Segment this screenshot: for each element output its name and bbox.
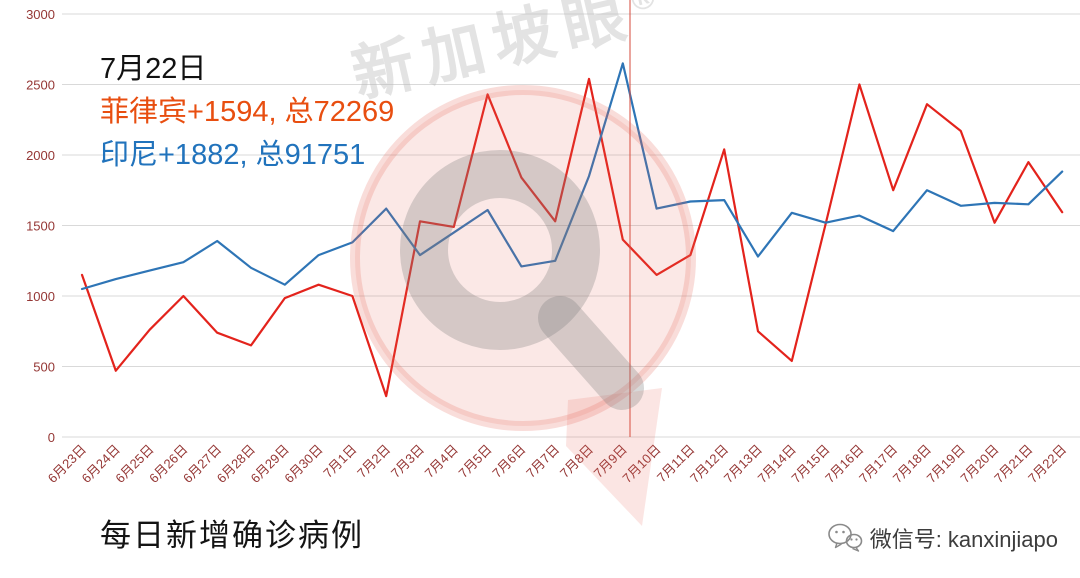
- wechat-info: 微信号: kanxinjiapo: [827, 522, 1058, 554]
- x-tick-label: 7月6日: [489, 442, 528, 481]
- annotation-date: 7月22日: [100, 53, 207, 85]
- y-tick-label: 3000: [26, 7, 55, 22]
- chart-annotation: 7月22日 菲律宾+1594, 总72269 印尼+1882, 总91751: [100, 48, 394, 177]
- y-tick-label: 2000: [26, 148, 55, 163]
- wechat-id: 微信号: kanxinjiapo: [869, 527, 1058, 552]
- x-tick-label: 7月7日: [523, 442, 562, 481]
- series-line-indonesia: [80, 62, 1064, 291]
- wechat-icon: [827, 523, 862, 552]
- x-tick-label: 7月8日: [557, 442, 596, 481]
- y-tick-label: 0: [48, 430, 55, 445]
- x-tick-label: 6月30日: [281, 442, 325, 486]
- x-tick-label: 7月22日: [1025, 442, 1069, 486]
- x-tick-label: 7月5日: [455, 442, 494, 481]
- annotation-philippines: 菲律宾+1594, 总72269: [100, 95, 395, 128]
- x-tick-label: 7月10日: [619, 442, 663, 486]
- y-tick-label: 1500: [26, 219, 55, 234]
- annotation-indonesia: 印尼+1882, 总91751: [100, 138, 366, 171]
- series-line-philippines: [80, 77, 1064, 398]
- y-tick-label: 1000: [26, 289, 55, 304]
- y-tick-label: 500: [33, 360, 55, 375]
- y-tick-label: 2500: [26, 78, 55, 93]
- chart-title: 每日新增确诊病例: [100, 518, 364, 553]
- x-tick-label: 7月2日: [354, 442, 393, 481]
- line-chart: 0500100015002000250030006月23日6月24日6月25日6…: [26, 7, 1080, 486]
- x-tick-label: 7月4日: [422, 442, 461, 481]
- x-tick-label: 7月3日: [388, 442, 427, 481]
- x-tick-label: 7月1日: [320, 442, 359, 481]
